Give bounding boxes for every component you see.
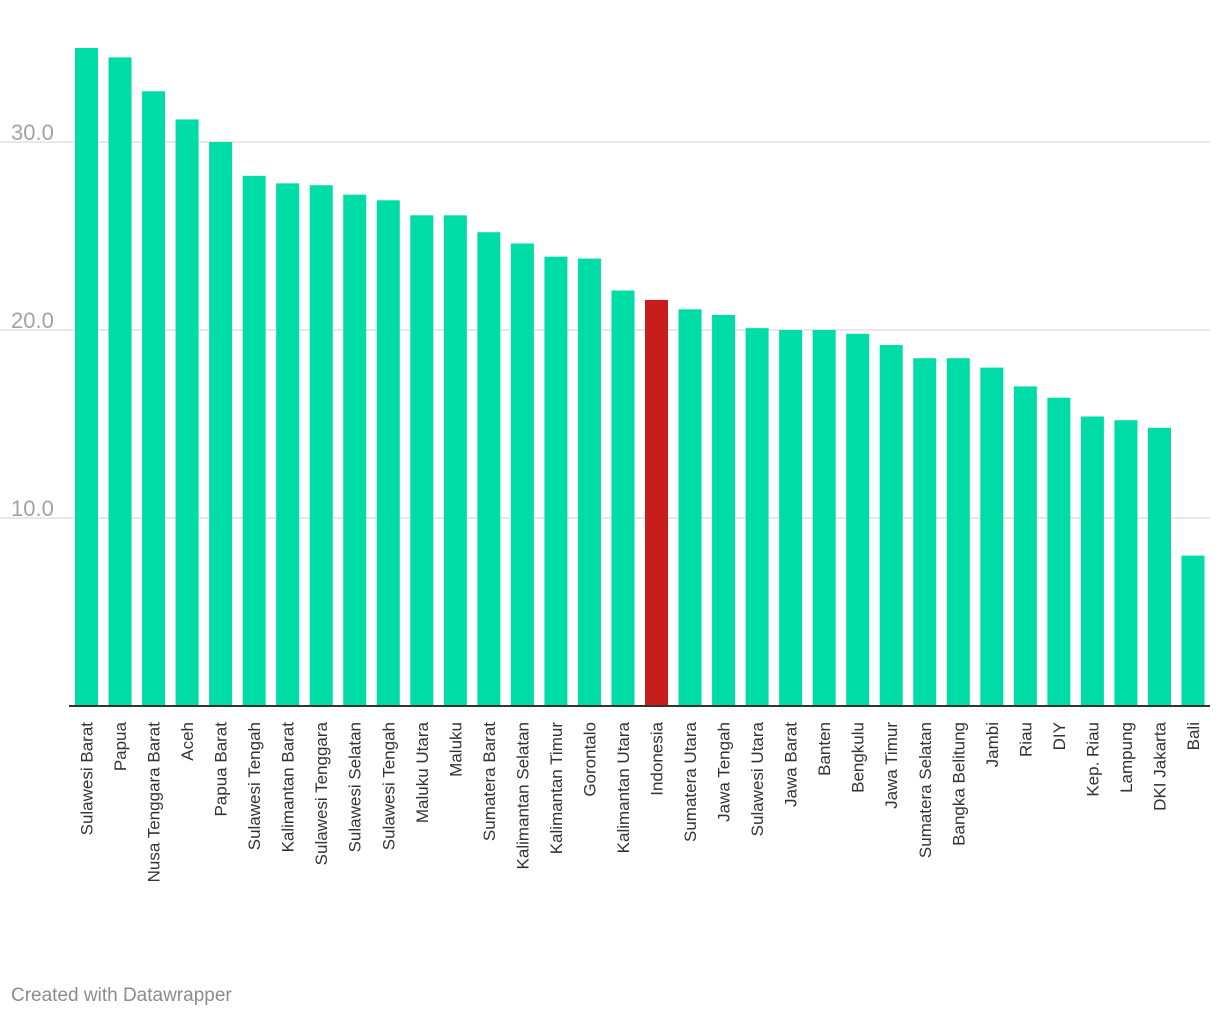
x-axis-category-labels: Sulawesi Barat Papua Nusa Tenggara Barat Ac… [78,721,1204,882]
y-tick-label: 30.0 [11,120,54,145]
bar [108,57,132,706]
x-category-label: DKI Jakarta [1150,721,1169,810]
bar [242,175,266,707]
bar [946,358,970,706]
bar [846,333,870,706]
x-category-label: Gorontalo [580,722,599,797]
bar [276,183,300,707]
bar [913,358,937,706]
bar [175,119,199,706]
x-category-label: Sumatera Barat [480,722,499,841]
x-category-label: Sulawesi Tengah [379,722,398,850]
bar [142,91,166,707]
bar [779,330,803,706]
bars [75,48,1205,707]
x-category-label: Sumatera Utara [681,721,700,842]
bar [577,258,601,706]
x-category-label: Sumatera Selatan [916,722,935,858]
footer-credit: Created with Datawrapper [11,985,232,1006]
bar [879,345,903,706]
x-category-label: Kep. Riau [1083,722,1102,797]
x-category-label: Jawa Barat [782,722,801,807]
bar [477,232,501,707]
x-category-label: Jawa Tengah [715,722,734,822]
x-category-label: Lampung [1117,722,1136,793]
x-category-label: Papua [111,721,130,771]
x-category-label: Riau [1016,722,1035,757]
bar [410,215,434,706]
x-category-label: Maluku Utara [413,721,432,823]
grid-lines [0,141,1210,519]
bar [1181,555,1205,706]
bar-highlight [645,299,669,706]
bar [1080,416,1104,706]
x-category-label: Jambi [983,722,1002,767]
y-tick-label: 10.0 [11,496,54,521]
bar [443,215,467,706]
x-category-label: Indonesia [648,721,667,795]
x-category-label: Sulawesi Tenggara [312,721,331,865]
x-category-label: Aceh [178,722,197,761]
bar [309,185,333,707]
x-category-label: Sulawesi Barat [78,722,97,836]
bar [209,142,233,706]
x-category-label: Nusa Tenggara Barat [145,722,164,883]
bar [1147,427,1171,706]
x-category-label: Papua Barat [212,722,231,817]
x-category-label: Sulawesi Tengah [245,722,264,850]
x-category-label: Kalimantan Timur [547,722,566,855]
x-category-label: Maluku [446,722,465,777]
x-category-label: Bangka Belitung [949,722,968,846]
x-category-label: Bali [1184,722,1203,750]
bar [712,314,736,706]
x-category-label: Kalimantan Barat [279,722,298,853]
bar [980,367,1004,706]
bar [510,243,534,706]
bar [1047,397,1071,706]
y-tick-label: 20.0 [11,308,54,333]
bar [544,256,568,706]
bar [376,200,400,706]
y-axis-tick-labels: 10.0 20.0 30.0 [11,120,54,521]
x-category-label: DIY [1050,722,1069,750]
x-category-label: Kalimantan Utara [614,721,633,853]
x-category-label: Sulawesi Selatan [346,722,365,852]
bar [1114,420,1138,706]
bar [75,48,98,706]
x-category-label: Jawa Timur [882,722,901,809]
x-category-label: Sulawesi Utara [748,721,767,836]
bar [343,194,367,706]
bar [1013,386,1037,706]
bar [611,290,635,706]
x-category-label: Bengkulu [849,722,868,793]
bar [745,328,769,706]
x-category-label: Kalimantan Selatan [513,722,532,869]
x-category-label: Banten [815,722,834,776]
bar [812,330,836,706]
bar [678,309,702,706]
